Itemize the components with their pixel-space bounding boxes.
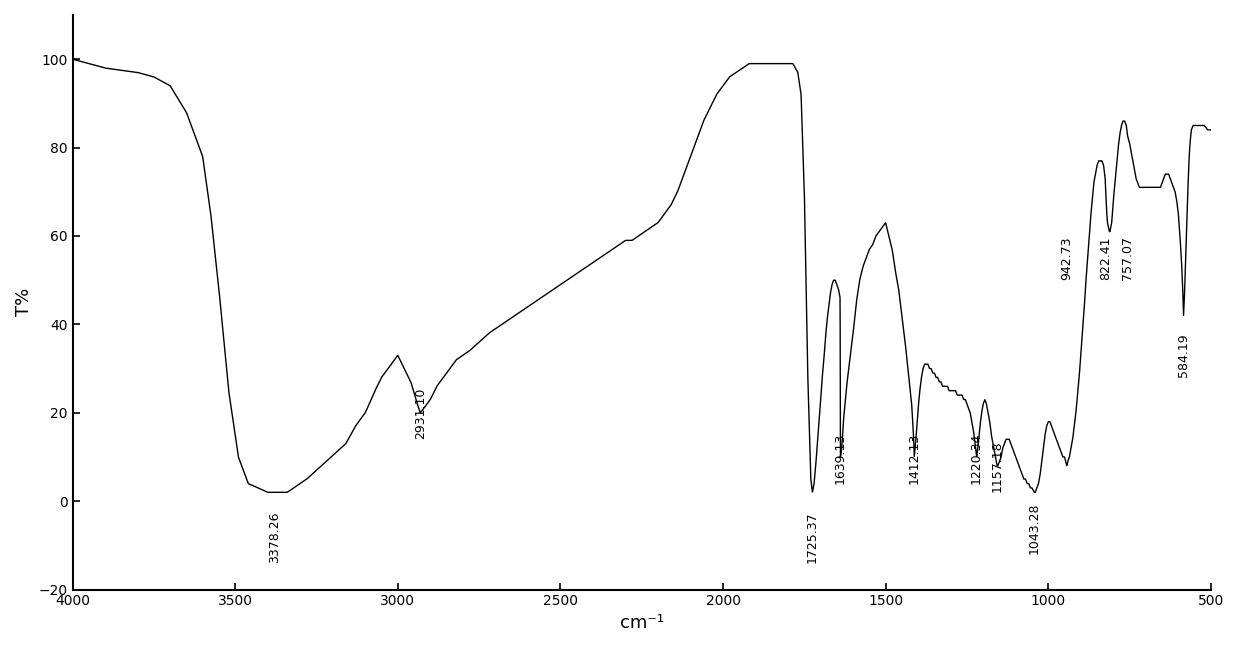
Text: 1220.34: 1220.34 [970,432,983,483]
X-axis label: cm⁻¹: cm⁻¹ [620,614,664,632]
Text: 942.73: 942.73 [1061,237,1073,280]
Y-axis label: T%: T% [15,288,33,316]
Text: 757.07: 757.07 [1121,236,1134,280]
Text: 3378.26: 3378.26 [269,512,281,563]
Text: 822.41: 822.41 [1099,237,1113,280]
Text: 1043.28: 1043.28 [1027,503,1041,554]
Text: 1639.13: 1639.13 [834,432,847,483]
Text: 1157.18: 1157.18 [991,441,1004,492]
Text: 584.19: 584.19 [1177,334,1189,377]
Text: 1412.13: 1412.13 [908,432,921,483]
Text: 2931.10: 2931.10 [414,388,426,439]
Text: 1725.37: 1725.37 [805,511,819,563]
